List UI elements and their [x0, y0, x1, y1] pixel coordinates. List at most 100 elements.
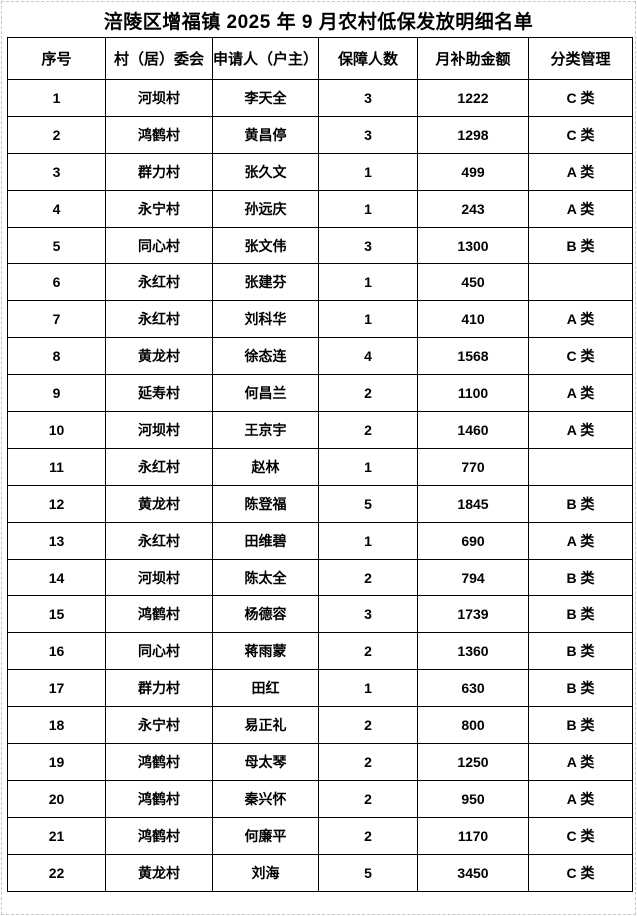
protected-persons-cell: 1 — [318, 263, 418, 302]
row-index-cell: 22 — [7, 853, 106, 892]
table-row: 8 黄龙村 徐态连 4 1568 C 类 — [7, 337, 633, 376]
row-index-cell: 2 — [7, 115, 106, 154]
category-management-cell: C 类 — [528, 853, 633, 892]
row-index-cell: 15 — [7, 595, 106, 634]
protected-persons-cell: 3 — [318, 226, 418, 265]
row-index-cell: 3 — [7, 152, 106, 191]
applicant-name-cell: 张文伟 — [212, 226, 319, 265]
village-committee-cell: 群力村 — [105, 152, 213, 191]
category-management-cell: A 类 — [528, 779, 633, 818]
row-index-cell: 10 — [7, 411, 106, 449]
table-row: 3 群力村 张久文 1 499 A 类 — [7, 152, 633, 191]
applicant-name-cell: 何廉平 — [212, 816, 319, 855]
row-index-cell: 1 — [7, 79, 106, 117]
applicant-name-cell: 陈登福 — [212, 484, 319, 523]
category-management-cell: A 类 — [528, 189, 633, 228]
applicant-name-cell: 何昌兰 — [212, 374, 319, 413]
village-committee-cell: 黄龙村 — [105, 484, 213, 523]
row-index-cell: 5 — [7, 226, 106, 265]
monthly-subsidy-amount-cell: 1298 — [417, 115, 529, 154]
village-committee-cell: 河坝村 — [105, 411, 213, 449]
monthly-subsidy-amount-cell: 794 — [417, 558, 529, 597]
table-row: 12 黄龙村 陈登福 5 1845 B 类 — [7, 484, 633, 523]
applicant-name-cell: 母太琴 — [212, 743, 319, 781]
category-management-cell: B 类 — [528, 595, 633, 634]
category-management-cell — [528, 447, 633, 486]
monthly-subsidy-amount-cell: 690 — [417, 521, 529, 560]
monthly-subsidy-amount-cell: 630 — [417, 669, 529, 708]
monthly-subsidy-amount-cell: 410 — [417, 300, 529, 339]
category-management-cell: B 类 — [528, 558, 633, 597]
village-committee-cell: 永红村 — [105, 521, 213, 560]
monthly-subsidy-amount-cell: 499 — [417, 152, 529, 191]
applicant-name-cell: 刘海 — [212, 853, 319, 892]
protected-persons-cell: 5 — [318, 484, 418, 523]
table-header: 序号 村（居）委会 申请人（户主） 保障人数 月补助金额 分类管理 — [7, 37, 633, 80]
applicant-name-cell: 黄昌停 — [212, 115, 319, 154]
category-management-cell: A 类 — [528, 152, 633, 191]
village-committee-cell: 永红村 — [105, 447, 213, 486]
category-management-cell: B 类 — [528, 484, 633, 523]
row-index-cell: 19 — [7, 743, 106, 781]
monthly-subsidy-amount-cell: 1100 — [417, 374, 529, 413]
table-row: 16 同心村 蒋雨蒙 2 1360 B 类 — [7, 632, 633, 671]
row-index-cell: 13 — [7, 521, 106, 560]
column-header-village-committee: 村（居）委会 — [105, 37, 213, 80]
monthly-subsidy-amount-cell: 1739 — [417, 595, 529, 634]
row-index-cell: 8 — [7, 337, 106, 376]
category-management-cell — [528, 263, 633, 302]
protected-persons-cell: 2 — [318, 558, 418, 597]
protected-persons-cell: 1 — [318, 152, 418, 191]
monthly-subsidy-amount-cell: 1460 — [417, 411, 529, 449]
protected-persons-cell: 1 — [318, 189, 418, 228]
category-management-cell: A 类 — [528, 300, 633, 339]
category-management-cell: B 类 — [528, 226, 633, 265]
protected-persons-cell: 4 — [318, 337, 418, 376]
protected-persons-cell: 2 — [318, 706, 418, 745]
table-row: 9 延寿村 何昌兰 2 1100 A 类 — [7, 374, 633, 413]
category-management-cell: A 类 — [528, 743, 633, 781]
table-row: 13 永红村 田维碧 1 690 A 类 — [7, 521, 633, 560]
applicant-name-cell: 赵林 — [212, 447, 319, 486]
village-committee-cell: 鸿鹤村 — [105, 115, 213, 154]
village-committee-cell: 鸿鹤村 — [105, 595, 213, 634]
row-index-cell: 11 — [7, 447, 106, 486]
village-committee-cell: 延寿村 — [105, 374, 213, 413]
protected-persons-cell: 2 — [318, 816, 418, 855]
category-management-cell: B 类 — [528, 706, 633, 745]
monthly-subsidy-amount-cell: 3450 — [417, 853, 529, 892]
protected-persons-cell: 1 — [318, 447, 418, 486]
document-title: 涪陵区增福镇 2025 年 9 月农村低保发放明细名单 — [103, 11, 534, 33]
village-committee-cell: 同心村 — [105, 632, 213, 671]
row-index-cell: 14 — [7, 558, 106, 597]
protected-persons-cell: 2 — [318, 743, 418, 781]
applicant-name-cell: 秦兴怀 — [212, 779, 319, 818]
category-management-cell: A 类 — [528, 411, 633, 449]
protected-persons-cell: 3 — [318, 595, 418, 634]
applicant-name-cell: 田红 — [212, 669, 319, 708]
category-management-cell: B 类 — [528, 632, 633, 671]
village-committee-cell: 黄龙村 — [105, 853, 213, 892]
table-row: 1 河坝村 李天全 3 1222 C 类 — [7, 79, 633, 117]
village-committee-cell: 群力村 — [105, 669, 213, 708]
village-committee-cell: 鸿鹤村 — [105, 816, 213, 855]
protected-persons-cell: 1 — [318, 300, 418, 339]
village-committee-cell: 永宁村 — [105, 189, 213, 228]
applicant-name-cell: 张久文 — [212, 152, 319, 191]
applicant-name-cell: 蒋雨蒙 — [212, 632, 319, 671]
village-committee-cell: 同心村 — [105, 226, 213, 265]
monthly-subsidy-amount-cell: 1568 — [417, 337, 529, 376]
protected-persons-cell: 2 — [318, 411, 418, 449]
column-header-row-index: 序号 — [7, 37, 106, 80]
row-index-cell: 7 — [7, 300, 106, 339]
monthly-subsidy-amount-cell: 1845 — [417, 484, 529, 523]
table-row: 2 鸿鹤村 黄昌停 3 1298 C 类 — [7, 115, 633, 154]
protected-persons-cell: 1 — [318, 669, 418, 708]
table-row: 14 河坝村 陈太全 2 794 B 类 — [7, 558, 633, 597]
table-row: 4 永宁村 孙远庆 1 243 A 类 — [7, 189, 633, 228]
protected-persons-cell: 2 — [318, 779, 418, 818]
table-row: 20 鸿鹤村 秦兴怀 2 950 A 类 — [7, 779, 633, 818]
applicant-name-cell: 易正礼 — [212, 706, 319, 745]
row-index-cell: 4 — [7, 189, 106, 228]
village-committee-cell: 鸿鹤村 — [105, 779, 213, 818]
